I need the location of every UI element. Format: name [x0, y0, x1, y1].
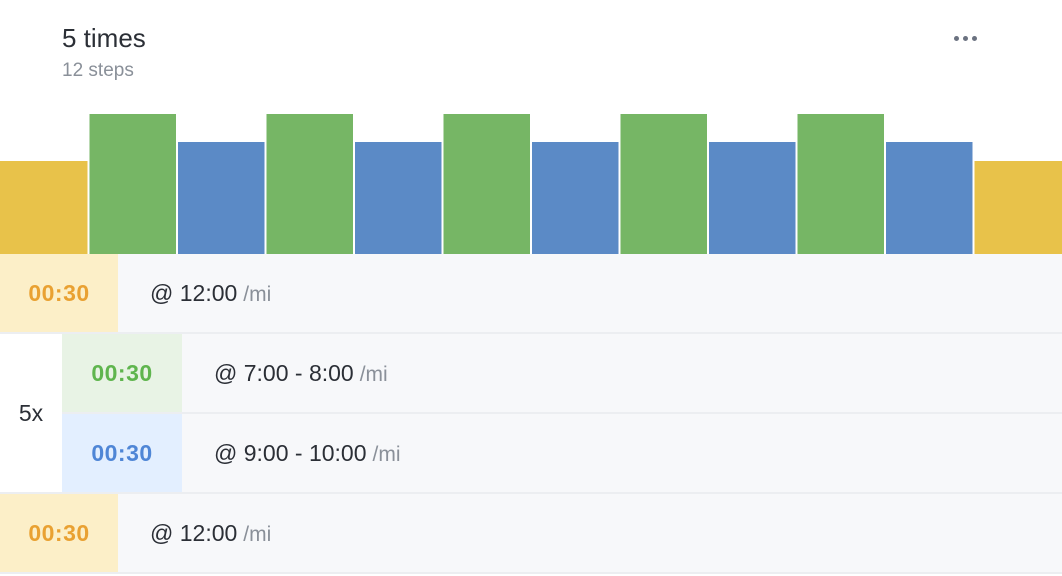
step-row-recovery[interactable] [62, 414, 1062, 492]
row-divider [0, 572, 1062, 574]
profile-bar-work [797, 114, 884, 254]
workout-title: 5 times [62, 23, 146, 53]
profile-bar-warmup [974, 161, 1062, 254]
recovery-pace-unit: /mi [372, 443, 401, 466]
row-divider [0, 492, 1062, 494]
repeat-count: 5x [18, 399, 44, 426]
profile-bar-recovery [355, 142, 442, 254]
profile-bar-recovery [178, 142, 265, 254]
profile-bar-work [443, 114, 530, 254]
cooldown-duration[interactable]: 00:30 [0, 494, 118, 572]
work-duration[interactable]: 00:30 [62, 334, 182, 412]
recovery-duration[interactable]: 00:30 [62, 414, 182, 492]
warmup-pace: @ 12:00/mi [150, 280, 271, 307]
row-divider [0, 332, 1062, 334]
workout-header: 5 times 12 steps [0, 0, 1062, 110]
profile-bar-recovery [532, 142, 619, 254]
warmup-pace-value: @ 12:00 [150, 280, 238, 306]
work-pace-value: @ 7:00 - 8:00 [214, 360, 354, 386]
more-options-icon[interactable] [946, 26, 986, 50]
step-row-work[interactable] [62, 334, 1062, 412]
warmup-pace-unit: /mi [243, 283, 272, 306]
profile-bar-warmup [0, 161, 88, 254]
workout-step-count: 12 steps [62, 60, 134, 81]
recovery-pace: @ 9:00 - 10:00/mi [214, 440, 401, 467]
work-pace-unit: /mi [359, 363, 388, 386]
profile-bar-work [620, 114, 707, 254]
step-row-warmup[interactable] [0, 254, 1062, 332]
row-divider [62, 412, 1062, 414]
warmup-duration[interactable]: 00:30 [0, 254, 118, 332]
profile-bar-work [89, 114, 176, 254]
cooldown-pace: @ 12:00/mi [150, 520, 271, 547]
cooldown-pace-unit: /mi [243, 523, 272, 546]
work-pace: @ 7:00 - 8:00/mi [214, 360, 388, 387]
workout-profile-chart [0, 114, 1062, 254]
recovery-pace-value: @ 9:00 - 10:00 [214, 440, 367, 466]
profile-bar-recovery [886, 142, 973, 254]
step-row-cooldown[interactable] [0, 494, 1062, 572]
cooldown-pace-value: @ 12:00 [150, 520, 238, 546]
profile-bar-recovery [709, 142, 796, 254]
profile-bar-work [266, 114, 353, 254]
